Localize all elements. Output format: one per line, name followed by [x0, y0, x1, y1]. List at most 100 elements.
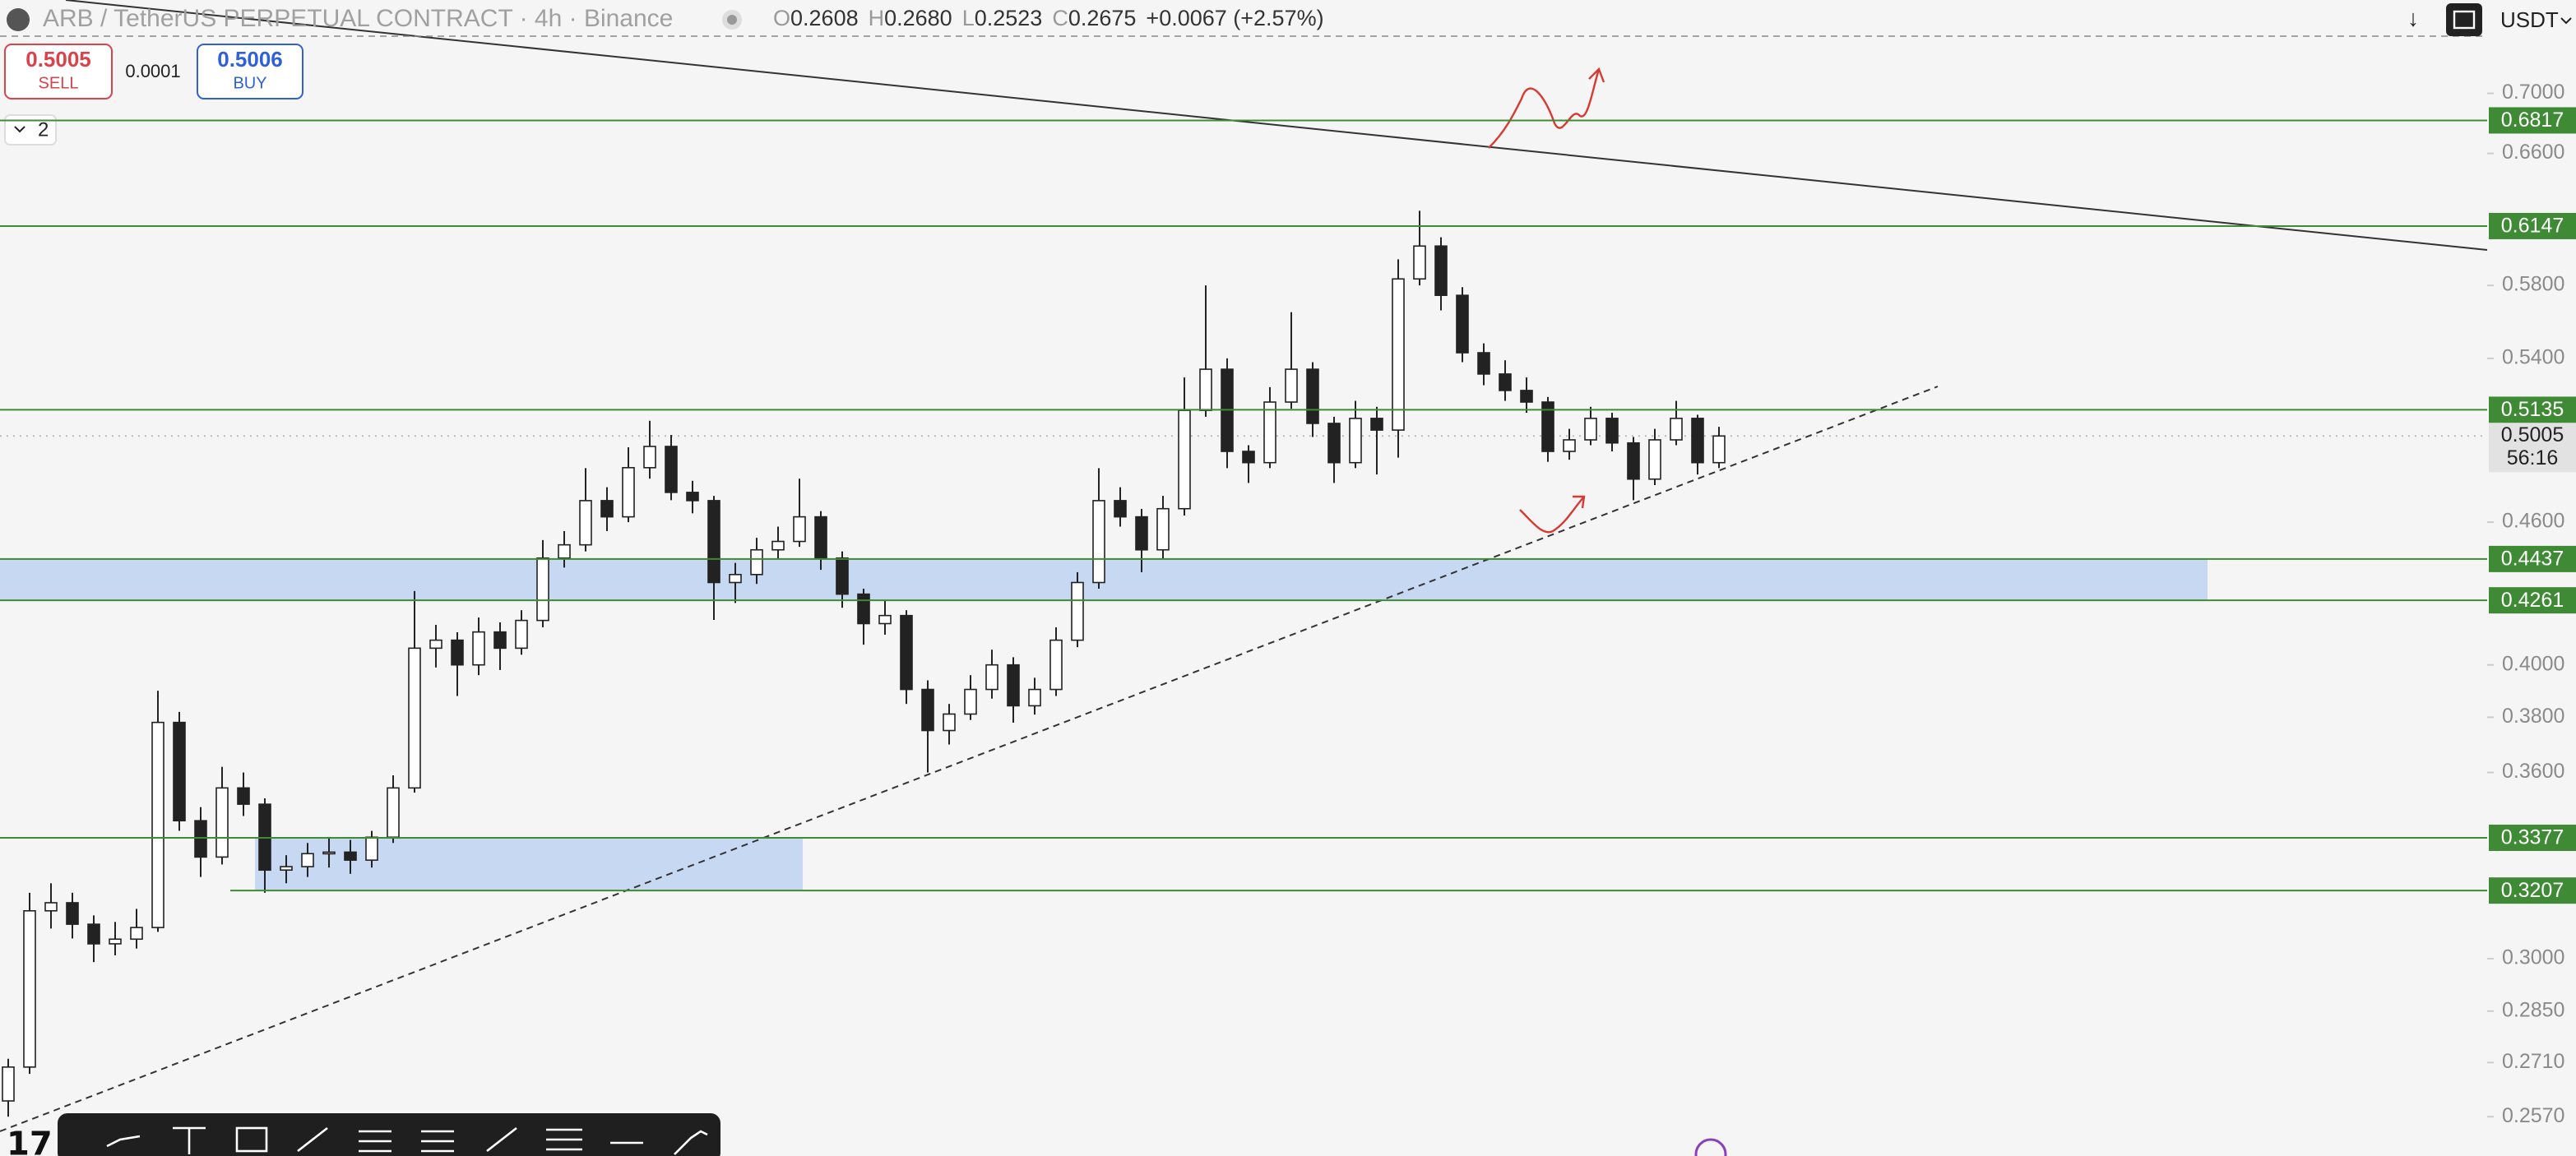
candle-body: [1242, 451, 1255, 464]
sell-button[interactable]: 0.5005 SELL: [4, 44, 113, 99]
candle: [472, 617, 485, 676]
drawing-toolbar: [58, 1113, 720, 1156]
tool-trend[interactable]: [106, 1135, 141, 1148]
current-price-tag: [2489, 423, 2576, 473]
candle-body: [536, 557, 549, 622]
candle: [643, 420, 656, 479]
candle-body: [558, 543, 571, 559]
candle-body: [280, 866, 293, 872]
download-icon[interactable]: ↓: [2407, 5, 2419, 30]
level-label: 0.5135: [2501, 398, 2564, 421]
candle: [387, 775, 400, 844]
candle: [1135, 508, 1148, 572]
candle-body: [1627, 442, 1640, 480]
candle-body: [943, 713, 956, 732]
candle: [857, 588, 870, 645]
symbol-icon: [7, 8, 30, 31]
level-tag: [2489, 396, 2576, 423]
y-tick-label: 0.3600: [2502, 760, 2564, 783]
candle: [1092, 468, 1105, 589]
candle: [1028, 677, 1041, 715]
y-tick-label: 0.5800: [2502, 273, 2564, 296]
candle-body: [1456, 294, 1469, 354]
candle: [1520, 377, 1533, 414]
y-tick-label: 0.5400: [2502, 346, 2564, 369]
ohlc-label: L: [962, 6, 975, 30]
tool-parallel[interactable]: [546, 1128, 582, 1151]
candle-body: [237, 787, 250, 805]
y-tick-label: 0.3800: [2502, 705, 2564, 728]
candle-body: [1499, 373, 1512, 391]
candle-body: [44, 902, 58, 912]
candle: [237, 772, 250, 816]
candle: [1156, 496, 1170, 559]
candle: [707, 496, 720, 621]
candle-body: [665, 446, 678, 493]
currency-select[interactable]: USDT: [2500, 7, 2559, 32]
currency-chevron: [2560, 17, 2572, 25]
candle-body: [600, 500, 614, 518]
y-tick-label: 0.2570: [2502, 1104, 2564, 1127]
candle: [1285, 312, 1298, 409]
tool-vline[interactable]: [173, 1126, 206, 1154]
candle: [44, 883, 58, 929]
zone: [255, 837, 803, 891]
y-tick-label: 0.7000: [2502, 81, 2564, 104]
tool-ray[interactable]: [297, 1126, 328, 1153]
candle-body: [451, 639, 464, 666]
drawing-arrow: [1519, 496, 1585, 534]
candle: [1392, 259, 1405, 458]
level-label: 0.3207: [2501, 879, 2564, 902]
candle: [109, 922, 122, 955]
candle-body: [1135, 516, 1148, 551]
candle: [1584, 406, 1597, 446]
snapshot-button[interactable]: [2446, 3, 2482, 36]
candle-body: [1563, 439, 1576, 452]
candle-body: [579, 500, 592, 546]
candle-body: [707, 500, 720, 584]
candle-body: [1156, 507, 1170, 551]
tool-pitchfork[interactable]: [421, 1130, 454, 1153]
candle-body: [1178, 409, 1191, 510]
indicators-toggle[interactable]: 2: [4, 114, 57, 146]
candle-body: [215, 787, 229, 858]
candle-body: [985, 664, 998, 691]
tool-brush[interactable]: [674, 1130, 708, 1155]
drawing-arrow-head: [1573, 495, 1586, 509]
snapshot-icon: [2453, 10, 2476, 30]
candle-body: [365, 836, 378, 861]
candle: [87, 915, 100, 963]
ohlc-value: 0.2675: [1068, 6, 1137, 30]
ohlc: O0.2608 H0.2680 L0.2523 C0.2675 +0.0067 (+2.…: [773, 6, 1324, 30]
candle: [814, 511, 827, 571]
countdown: 56:16: [2507, 446, 2559, 469]
candle: [1221, 358, 1234, 469]
candle: [622, 446, 635, 523]
candle: [686, 480, 699, 514]
candle: [1413, 210, 1426, 286]
candle-body: [1049, 639, 1063, 691]
ohlc-label: H: [869, 6, 885, 30]
toggle-box: [4, 114, 57, 146]
candle-body: [1306, 368, 1319, 424]
candle: [985, 650, 998, 699]
ohlc-value: 0.2523: [975, 6, 1043, 30]
candle-body: [729, 573, 742, 584]
candle-body: [173, 721, 186, 822]
candle-body: [109, 938, 122, 945]
tool-line[interactable]: [486, 1126, 517, 1153]
level-label: 0.6147: [2501, 215, 2564, 238]
alert-icon[interactable]: [1694, 1138, 1727, 1156]
tool-fib[interactable]: [359, 1130, 391, 1153]
buy-button[interactable]: 0.5006 BUY: [197, 44, 303, 99]
candle: [280, 855, 293, 884]
candle-body: [1092, 500, 1105, 584]
tool-rect[interactable]: [235, 1126, 268, 1153]
candle-body: [1263, 401, 1276, 464]
candle: [750, 538, 763, 585]
ohlc-value: 0.2608: [790, 6, 859, 30]
candle: [600, 487, 614, 531]
y-tick-label: 0.4000: [2502, 652, 2564, 675]
candle: [493, 622, 507, 670]
